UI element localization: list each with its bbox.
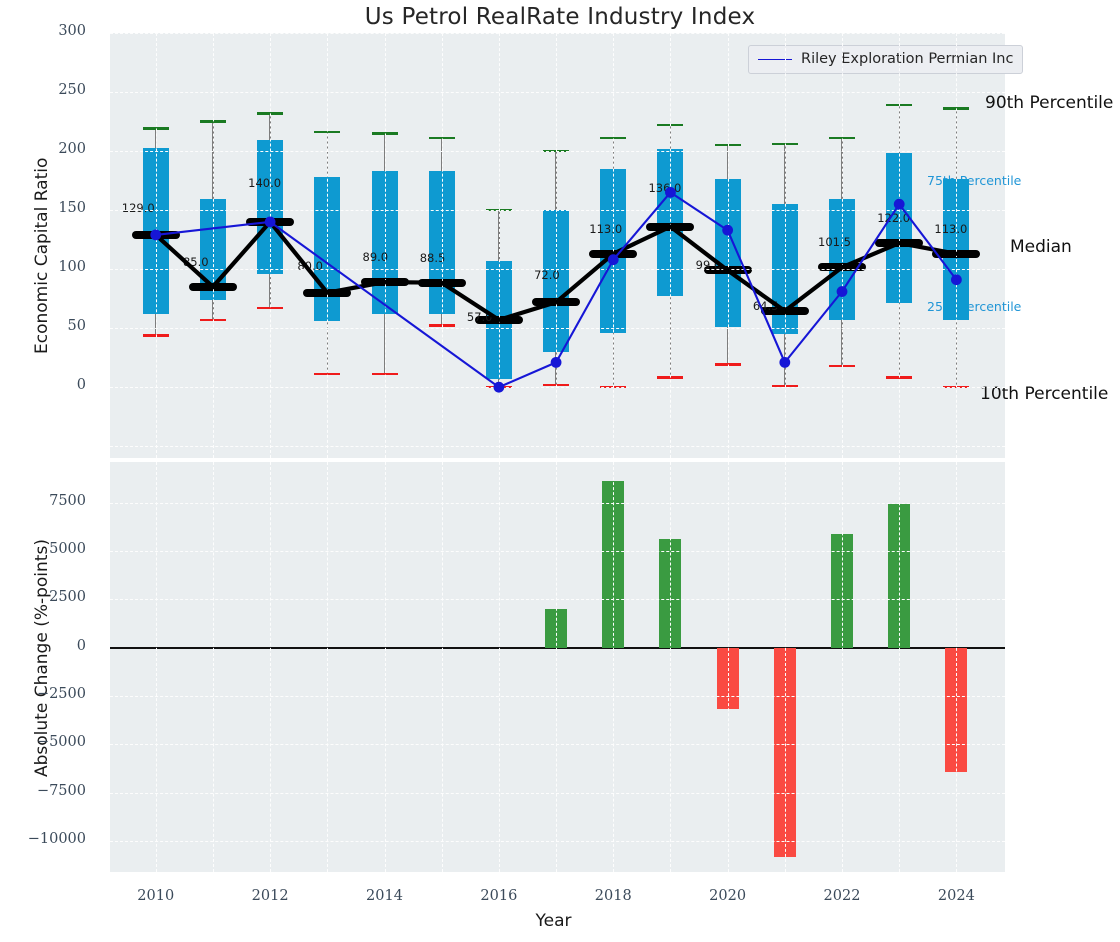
- median-value-label: 72.0: [534, 268, 560, 283]
- grid-line-vertical: [899, 462, 901, 872]
- x-tick-label: 2024: [937, 888, 975, 904]
- series-marker: [779, 356, 791, 368]
- grid-line-horizontal: [110, 33, 1005, 34]
- x-tick-label: 2012: [251, 888, 289, 904]
- series-marker: [150, 229, 162, 241]
- zero-baseline: [110, 646, 1005, 649]
- grid-line-vertical: [956, 462, 958, 872]
- grid-line-vertical: [556, 33, 558, 458]
- legend[interactable]: Riley Exploration Permian Inc: [748, 45, 1024, 74]
- grid-line-horizontal: [110, 210, 1005, 212]
- median-value-label: 113.0: [934, 221, 968, 236]
- x-tick-label: 2018: [594, 888, 632, 904]
- median-value-label: 89.0: [362, 250, 389, 265]
- grid-line-vertical: [784, 462, 786, 872]
- barchart-panel: [110, 462, 1005, 872]
- y-tick-label-top: 200: [58, 141, 86, 158]
- grid-line-vertical: [155, 33, 157, 458]
- y-tick-label-top: 100: [58, 259, 86, 276]
- legend-label-riley: Riley Exploration Permian Inc: [801, 51, 1014, 67]
- grid-line-horizontal: [110, 696, 1005, 697]
- grid-line-horizontal: [110, 446, 1005, 448]
- grid-line-vertical: [842, 462, 843, 872]
- median-value-label: 88.5: [419, 250, 446, 265]
- grid-line-vertical: [327, 462, 329, 872]
- grid-line-horizontal: [110, 387, 1005, 389]
- series-marker: [950, 274, 962, 286]
- grid-line-vertical: [670, 462, 672, 872]
- y-tick-label-bottom: 0: [76, 637, 86, 654]
- series-marker: [836, 286, 848, 297]
- grid-line-vertical: [670, 33, 672, 458]
- y-tick-label-bottom: −7500: [36, 782, 86, 799]
- grid-line-vertical: [842, 33, 843, 458]
- grid-line-vertical: [613, 33, 615, 458]
- x-tick-label: 2016: [480, 888, 518, 904]
- series-marker: [550, 356, 562, 368]
- y-tick-label-bottom: −2500: [36, 686, 86, 702]
- grid-line-vertical: [212, 33, 214, 458]
- y-tick-label-bottom: 2500: [49, 589, 86, 606]
- grid-line-vertical: [212, 462, 214, 872]
- grid-line-vertical: [613, 462, 615, 872]
- grid-line-horizontal: [110, 744, 1005, 746]
- series-marker: [493, 381, 505, 393]
- grid-line-horizontal: [110, 792, 1005, 794]
- median-trend-line: [153, 219, 959, 322]
- grid-line-vertical: [498, 462, 500, 872]
- y-tick-label-top: 150: [58, 200, 86, 217]
- grid-line-horizontal: [110, 151, 1005, 153]
- grid-line-horizontal: [110, 502, 1005, 504]
- grid-line-vertical: [270, 462, 272, 872]
- grid-line-vertical: [727, 462, 729, 872]
- series-marker: [264, 216, 276, 228]
- grid-line-horizontal: [110, 269, 1005, 271]
- x-tick-label: 2014: [366, 888, 403, 904]
- y-tick-label-top: 0: [76, 377, 86, 394]
- grid-line-vertical: [956, 33, 958, 458]
- annotation-10th-percentile: 10th Percentile: [980, 384, 1109, 405]
- grid-line-horizontal: [110, 599, 1005, 601]
- grid-line-vertical: [384, 462, 386, 872]
- y-tick-label-bottom: 5000: [49, 540, 86, 557]
- x-tick-label: 2022: [823, 888, 861, 904]
- grid-line-horizontal: [110, 841, 1005, 843]
- grid-line-horizontal: [110, 328, 1005, 330]
- median-value-label: 129.0: [121, 200, 155, 215]
- annotation-90th-percentile: 90th Percentile: [985, 92, 1114, 113]
- series-marker: [607, 254, 619, 266]
- grid-line-horizontal: [110, 92, 1005, 94]
- grid-line-vertical: [441, 462, 443, 872]
- grid-line-vertical: [784, 33, 786, 458]
- page-title: Us Petrol RealRate Industry Index: [364, 4, 756, 30]
- x-axis-label: Year: [535, 911, 572, 931]
- median-value-label: 122.0: [877, 211, 911, 226]
- y-tick-label-bottom: −5000: [36, 734, 86, 751]
- y-tick-label-bottom: 7500: [49, 492, 86, 509]
- median-value-label: 140.0: [248, 175, 282, 190]
- grid-line-vertical: [155, 462, 157, 872]
- y-tick-label-bottom: −10000: [27, 831, 86, 848]
- grid-line-vertical: [441, 33, 443, 458]
- grid-line-horizontal: [110, 550, 1005, 552]
- grid-line-vertical: [384, 33, 386, 458]
- series-marker: [722, 224, 734, 236]
- grid-line-vertical: [498, 33, 500, 458]
- x-tick-label: 2020: [709, 888, 747, 904]
- grid-line-vertical: [727, 33, 729, 458]
- grid-line-vertical: [556, 462, 558, 872]
- x-tick-label: 2010: [137, 888, 175, 904]
- grid-line-vertical: [327, 33, 329, 458]
- y-tick-label-top: 250: [58, 82, 86, 99]
- series-marker: [665, 186, 676, 198]
- legend-line-swatch: [758, 58, 792, 60]
- grid-line-vertical: [899, 33, 901, 458]
- series-marker: [893, 198, 905, 210]
- annotation-median: Median: [1010, 236, 1072, 257]
- y-tick-label-top: 300: [58, 23, 86, 39]
- grid-line-vertical: [270, 33, 272, 458]
- y-tick-label-top: 50: [67, 318, 86, 335]
